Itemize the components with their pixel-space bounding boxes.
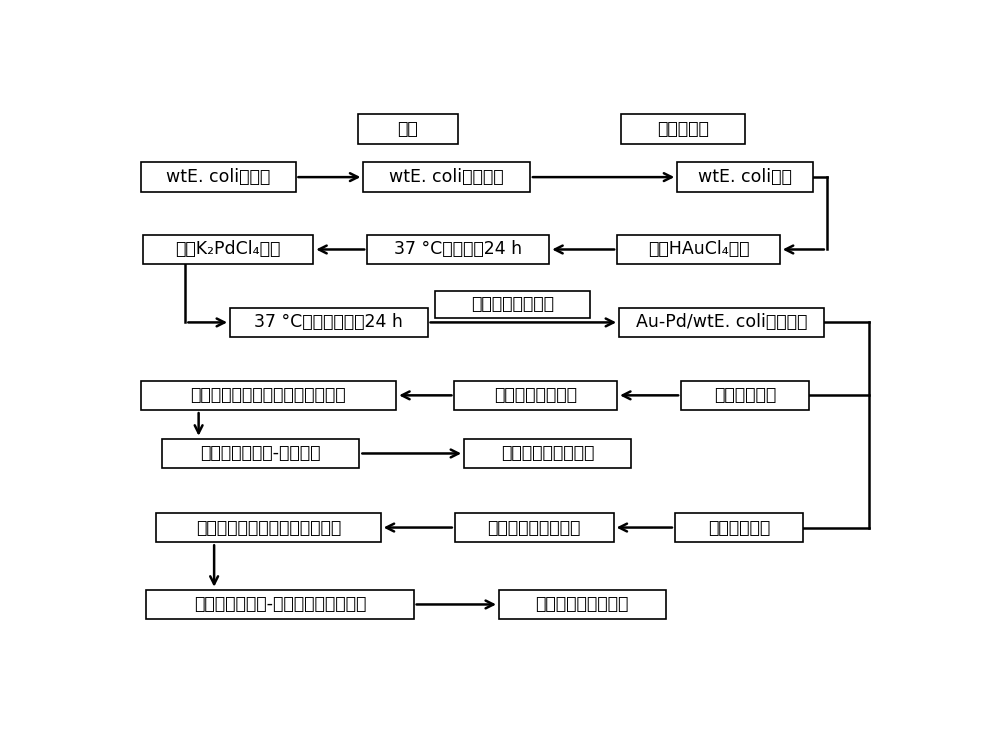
FancyBboxPatch shape: [435, 291, 590, 318]
FancyBboxPatch shape: [146, 590, 414, 619]
FancyBboxPatch shape: [140, 380, 396, 410]
FancyBboxPatch shape: [162, 439, 359, 468]
Text: 37 °C继续振摇培养24 h: 37 °C继续振摇培养24 h: [254, 314, 403, 332]
Text: 生物信息学统计分析: 生物信息学统计分析: [536, 596, 629, 613]
FancyBboxPatch shape: [499, 590, 666, 619]
Text: 建立小鼠模型: 建立小鼠模型: [708, 519, 770, 536]
FancyBboxPatch shape: [230, 308, 428, 337]
FancyBboxPatch shape: [617, 235, 780, 264]
Text: 清洗和重悬: 清洗和重悬: [657, 120, 709, 138]
Text: 建立细胞模型: 建立细胞模型: [714, 386, 776, 404]
Text: 肝、肾和肺组织冰冻切片并制样: 肝、肾和肺组织冰冻切片并制样: [196, 519, 341, 536]
FancyBboxPatch shape: [140, 162, 296, 192]
Text: 生物信息学统计分析: 生物信息学统计分析: [501, 445, 594, 462]
FancyBboxPatch shape: [367, 235, 549, 264]
FancyBboxPatch shape: [677, 162, 813, 192]
Text: wtE. coli扩增培养: wtE. coli扩增培养: [389, 168, 504, 186]
Text: 静脉注射并收集器官: 静脉注射并收集器官: [488, 519, 581, 536]
FancyBboxPatch shape: [464, 439, 631, 468]
Text: 接种: 接种: [398, 120, 418, 138]
Text: Au-Pd/wtE. coli纳米材料: Au-Pd/wtE. coli纳米材料: [636, 314, 807, 332]
Text: wtE. coli前培养: wtE. coli前培养: [166, 168, 270, 186]
Text: 非靶向液相色谱-质谱检测: 非靶向液相色谱-质谱检测: [200, 445, 321, 462]
FancyBboxPatch shape: [621, 114, 745, 144]
Text: 解吸电喷雾电离-离子化质谱成像检测: 解吸电喷雾电离-离子化质谱成像检测: [194, 596, 366, 613]
Text: 清洗、超声和过滤: 清洗、超声和过滤: [471, 295, 554, 313]
FancyBboxPatch shape: [454, 380, 617, 410]
FancyBboxPatch shape: [675, 513, 803, 542]
FancyBboxPatch shape: [681, 380, 809, 410]
FancyBboxPatch shape: [156, 513, 381, 542]
Text: 非靶向水溶性与脂溶性代谢物提取: 非靶向水溶性与脂溶性代谢物提取: [191, 386, 346, 404]
FancyBboxPatch shape: [363, 162, 530, 192]
Text: 37 °C振摇培养24 h: 37 °C振摇培养24 h: [394, 240, 522, 258]
FancyBboxPatch shape: [619, 308, 824, 337]
FancyBboxPatch shape: [358, 114, 458, 144]
FancyBboxPatch shape: [143, 235, 313, 264]
FancyBboxPatch shape: [455, 513, 614, 542]
Text: wtE. coli悬液: wtE. coli悬液: [698, 168, 792, 186]
Text: 加入K₂PdCl₄溶液: 加入K₂PdCl₄溶液: [175, 240, 281, 258]
Text: 加入HAuCl₄溶液: 加入HAuCl₄溶液: [648, 240, 749, 258]
Text: 分散于细胞培养皿: 分散于细胞培养皿: [494, 386, 577, 404]
